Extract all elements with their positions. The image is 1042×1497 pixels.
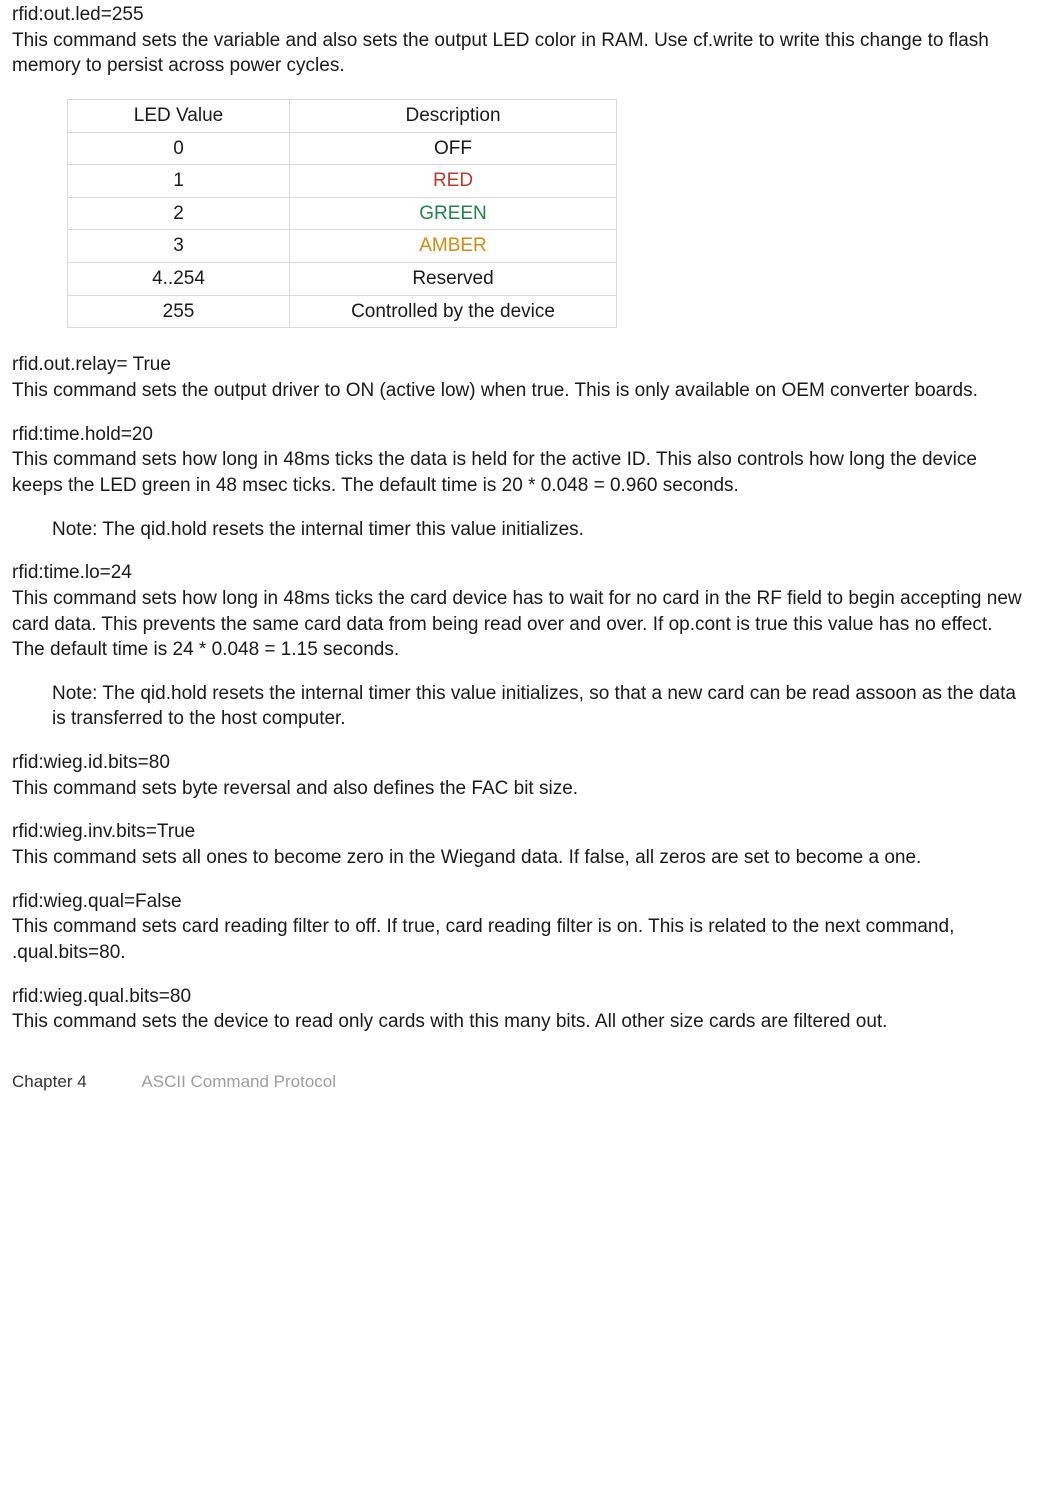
table-cell-desc: Controlled by the device — [290, 295, 617, 328]
table-cell-desc: AMBER — [290, 230, 617, 263]
chapter-title: ASCII Command Protocol — [141, 1072, 336, 1091]
command-description: This command sets how long in 48ms ticks… — [12, 586, 1030, 663]
table-cell-value: 2 — [68, 197, 290, 230]
command-description: This command sets the variable and also … — [12, 28, 1030, 79]
page-footer: Chapter 4 ASCII Command Protocol — [12, 1071, 1030, 1094]
table-row: 1 RED — [68, 165, 617, 198]
table-cell-value: 3 — [68, 230, 290, 263]
table-row: 0 OFF — [68, 132, 617, 165]
command-description: This command sets the device to read onl… — [12, 1009, 1030, 1035]
table-header-cell: LED Value — [68, 99, 290, 132]
command-text: rfid.out.relay= True — [12, 352, 1030, 378]
command-text: rfid:time.hold=20 — [12, 422, 1030, 448]
table-header-cell: Description — [290, 99, 617, 132]
table-cell-desc: RED — [290, 165, 617, 198]
command-text: rfid:out.led=255 — [12, 2, 1030, 28]
command-text: rfid:wieg.qual.bits=80 — [12, 984, 1030, 1010]
table-cell-value: 1 — [68, 165, 290, 198]
command-description: This command sets the output driver to O… — [12, 378, 1030, 404]
chapter-label: Chapter 4 — [12, 1072, 87, 1091]
table-row: 2 GREEN — [68, 197, 617, 230]
note-text: Note: The qid.hold resets the internal t… — [52, 681, 1030, 732]
table-cell-desc: Reserved — [290, 263, 617, 296]
command-description: This command sets byte reversal and also… — [12, 776, 1030, 802]
table-header-row: LED Value Description — [68, 99, 617, 132]
table-cell-value: 4..254 — [68, 263, 290, 296]
table-cell-value: 0 — [68, 132, 290, 165]
table-cell-desc: GREEN — [290, 197, 617, 230]
table-row: 3 AMBER — [68, 230, 617, 263]
command-description: This command sets card reading filter to… — [12, 914, 1030, 965]
table-cell-value: 255 — [68, 295, 290, 328]
command-text: rfid:wieg.qual=False — [12, 889, 1030, 915]
command-text: rfid:wieg.inv.bits=True — [12, 819, 1030, 845]
command-text: rfid:time.lo=24 — [12, 560, 1030, 586]
command-description: This command sets all ones to become zer… — [12, 845, 1030, 871]
table-row: 255 Controlled by the device — [68, 295, 617, 328]
command-description: This command sets how long in 48ms ticks… — [12, 447, 1030, 498]
led-value-table: LED Value Description 0 OFF 1 RED 2 GREE… — [67, 99, 617, 328]
table-cell-desc: OFF — [290, 132, 617, 165]
table-row: 4..254 Reserved — [68, 263, 617, 296]
note-text: Note: The qid.hold resets the internal t… — [52, 517, 1030, 543]
command-text: rfid:wieg.id.bits=80 — [12, 750, 1030, 776]
